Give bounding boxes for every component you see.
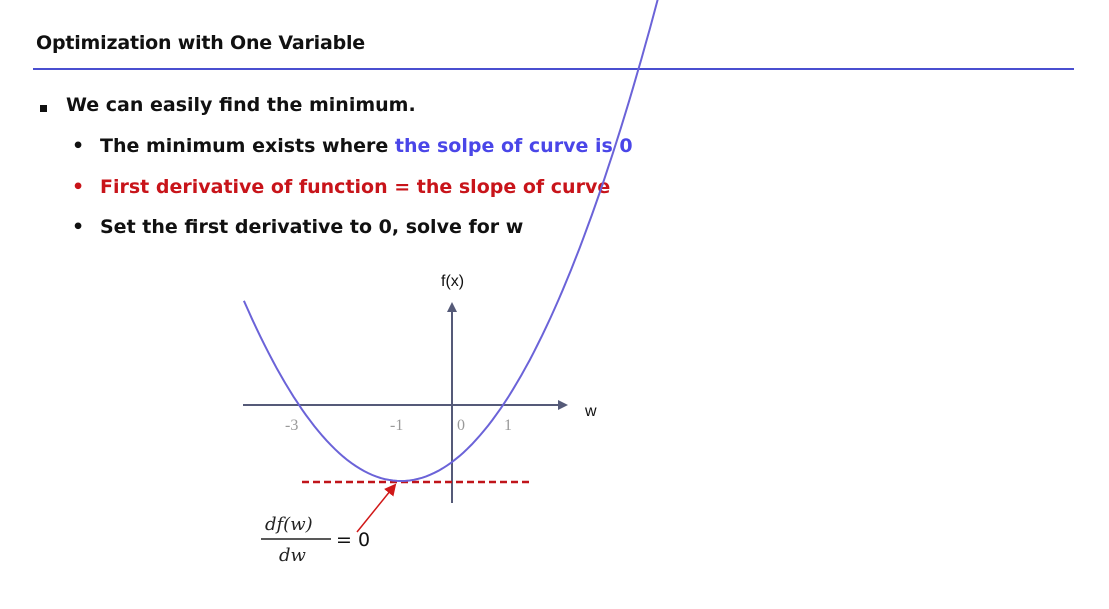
square-bullet-icon [40, 105, 47, 112]
tick-label-1: 1 [504, 417, 512, 434]
bullet-sub-1-text: The minimum exists where the solpe of cu… [100, 135, 633, 157]
tick-label-0: 0 [457, 417, 465, 434]
dot-bullet-icon: • [72, 176, 85, 198]
bullet-sub-1-highlight: the solpe of curve is 0 [394, 135, 633, 157]
slide-title: Optimization with One Variable [36, 32, 365, 54]
tick-label-neg3: -3 [285, 417, 298, 434]
derivative-denominator: dw [279, 545, 307, 566]
y-axis-label: f(x) [441, 273, 464, 290]
derivative-numerator: df(w) [265, 514, 313, 535]
title-divider [33, 68, 1074, 70]
bullet-sub-1-prefix: The minimum exists where [100, 135, 395, 157]
derivative-equals-zero: = 0 [336, 529, 370, 551]
dot-bullet-icon: • [72, 135, 85, 157]
bullet-sub-3-text: Set the first derivative to 0, solve for… [100, 216, 524, 238]
pointer-arrow [356, 483, 397, 533]
x-axis-label: w [584, 403, 597, 420]
parabola-curve [242, 0, 659, 483]
dot-bullet-icon: • [72, 216, 85, 238]
tick-label-neg1: -1 [390, 417, 403, 434]
bullet-main-text: We can easily find the minimum. [66, 94, 416, 116]
bullet-sub-2-text: First derivative of function = the slope… [100, 176, 611, 198]
